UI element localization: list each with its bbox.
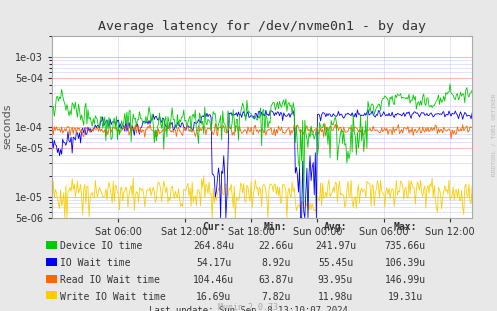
Text: 11.98u: 11.98u bbox=[318, 292, 353, 302]
Text: Write IO Wait time: Write IO Wait time bbox=[60, 292, 166, 302]
Text: 55.45u: 55.45u bbox=[318, 258, 353, 268]
Title: Average latency for /dev/nvme0n1 - by day: Average latency for /dev/nvme0n1 - by da… bbox=[98, 20, 426, 33]
Text: 8.92u: 8.92u bbox=[261, 258, 291, 268]
Text: 16.69u: 16.69u bbox=[196, 292, 231, 302]
Text: 19.31u: 19.31u bbox=[388, 292, 422, 302]
Text: Read IO Wait time: Read IO Wait time bbox=[60, 275, 160, 285]
Text: Device IO time: Device IO time bbox=[60, 241, 142, 251]
Text: 735.66u: 735.66u bbox=[385, 241, 425, 251]
Text: 54.17u: 54.17u bbox=[196, 258, 231, 268]
Text: 63.87u: 63.87u bbox=[258, 275, 293, 285]
Text: Min:: Min: bbox=[264, 221, 288, 231]
Y-axis label: seconds: seconds bbox=[2, 104, 12, 150]
Text: Avg:: Avg: bbox=[324, 221, 347, 231]
Text: 146.99u: 146.99u bbox=[385, 275, 425, 285]
Text: 7.82u: 7.82u bbox=[261, 292, 291, 302]
Text: 104.46u: 104.46u bbox=[193, 275, 234, 285]
Text: 241.97u: 241.97u bbox=[315, 241, 356, 251]
Text: Max:: Max: bbox=[393, 221, 417, 231]
Text: Cur:: Cur: bbox=[202, 221, 226, 231]
Text: 264.84u: 264.84u bbox=[193, 241, 234, 251]
Text: RRDTOOL / TOBI OETIKER: RRDTOOL / TOBI OETIKER bbox=[491, 93, 496, 176]
Text: Munin 2.0.73: Munin 2.0.73 bbox=[219, 303, 278, 311]
Text: Last update: Sun Sep  8 13:10:07 2024: Last update: Sun Sep 8 13:10:07 2024 bbox=[149, 306, 348, 311]
Text: 93.95u: 93.95u bbox=[318, 275, 353, 285]
Text: 106.39u: 106.39u bbox=[385, 258, 425, 268]
Text: IO Wait time: IO Wait time bbox=[60, 258, 130, 268]
Text: 22.66u: 22.66u bbox=[258, 241, 293, 251]
